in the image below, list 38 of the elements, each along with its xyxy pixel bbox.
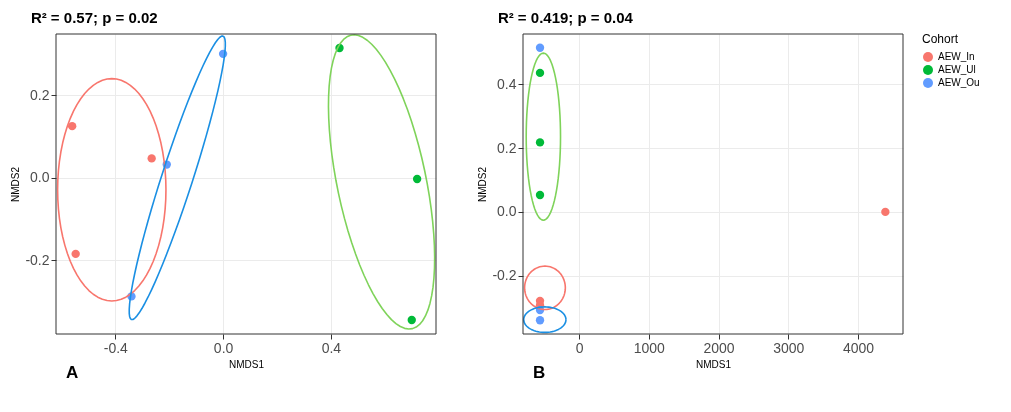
y-axis-title: NMDS2 (10, 166, 22, 203)
y-tick-label: -0.2 (25, 251, 50, 268)
y-tick-label: 0.0 (30, 169, 50, 186)
point (535, 316, 545, 325)
point (535, 138, 545, 147)
point (535, 43, 545, 52)
legend-title: Cohort (922, 32, 959, 46)
point (71, 249, 80, 259)
point (407, 315, 416, 325)
x-tick-label: 0 (575, 339, 584, 356)
text: B (533, 363, 546, 382)
x-tick-label: 1000 (633, 339, 666, 356)
legend-label: AEW_Ul (938, 64, 976, 75)
x-tick-label: 3000 (773, 339, 805, 356)
legend-label: AEW_In (938, 51, 975, 62)
y-tick-label: 0.2 (497, 139, 517, 156)
y-tick-label: 0.4 (497, 75, 517, 92)
x-axis-title: NMDS1 (228, 358, 265, 370)
text: A (66, 363, 79, 382)
point (535, 190, 545, 200)
x-tick-label: -0.4 (103, 339, 129, 356)
chart-title: R² = 0.57; p = 0.02 (30, 8, 158, 26)
point (412, 174, 422, 184)
point (147, 154, 156, 163)
x-tick-label: 0.0 (213, 339, 234, 356)
x-tick-label: 2000 (703, 339, 735, 356)
x-tick-label: 0.4 (321, 339, 342, 356)
point (881, 207, 890, 217)
x-axis-title: NMDS1 (695, 358, 732, 370)
point (535, 68, 545, 78)
y-axis-title: NMDS2 (477, 166, 489, 203)
chart-title: R² = 0.419; p = 0.04 (497, 8, 634, 26)
y-tick-label: 0.0 (497, 203, 517, 220)
y-tick-label: 0.2 (30, 86, 50, 103)
y-tick-label: -0.2 (492, 267, 517, 284)
point (67, 121, 77, 131)
legend-label: AEW_Ou (938, 77, 980, 88)
x-tick-label: 4000 (843, 339, 875, 356)
